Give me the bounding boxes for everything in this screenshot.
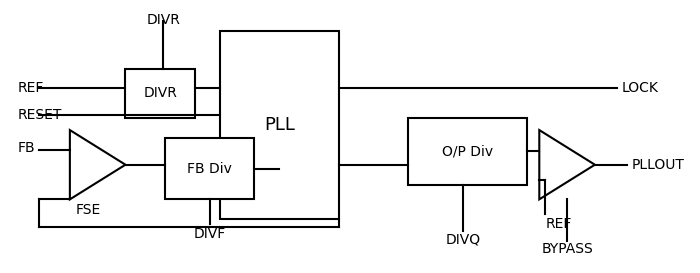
Text: BYPASS: BYPASS [541,242,593,256]
Text: REF: REF [18,82,43,96]
Text: DIVF: DIVF [194,227,226,241]
Text: DIVQ: DIVQ [445,232,480,246]
Text: REF: REF [545,217,572,231]
Text: DIVR: DIVR [144,87,177,100]
Text: FB Div: FB Div [188,162,232,176]
Bar [125,69,195,118]
Text: FB: FB [18,141,35,155]
Bar [220,31,339,219]
Bar [408,118,527,185]
Text: PLLOUT: PLLOUT [631,158,685,172]
Text: PLL: PLL [264,116,295,134]
Text: DIVR: DIVR [146,13,180,27]
Text: RESET: RESET [18,108,62,122]
Text: O/P Div: O/P Div [442,144,493,158]
Text: FSE: FSE [76,203,101,217]
Bar [165,138,255,199]
Text: LOCK: LOCK [622,82,659,96]
